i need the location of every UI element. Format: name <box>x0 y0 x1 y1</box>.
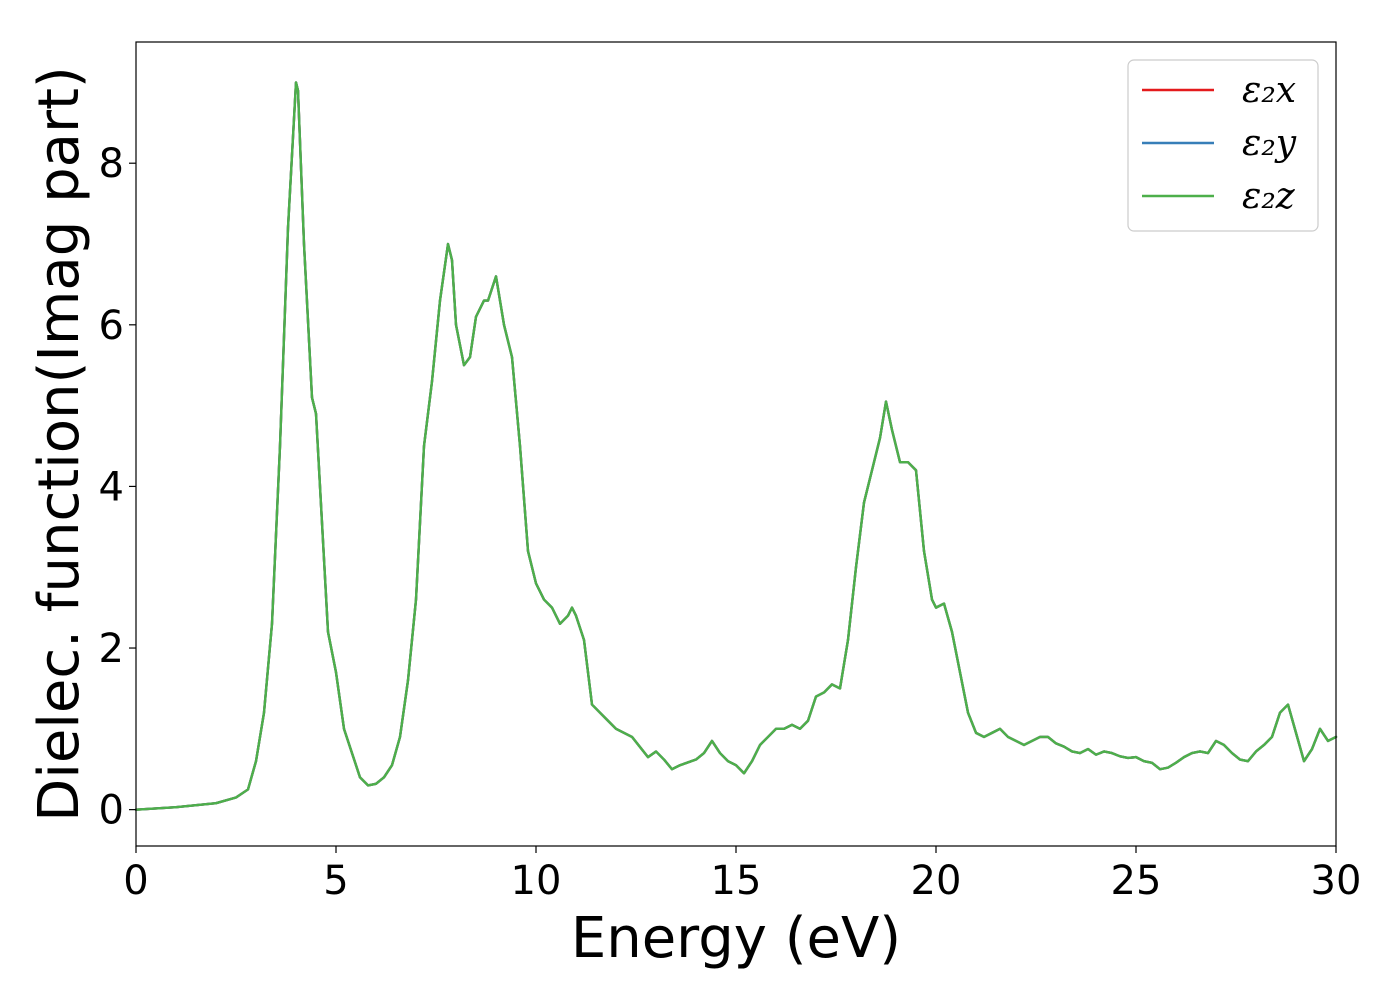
legend-label-1: ε₂x <box>1242 70 1296 111</box>
x-axis-label: Energy (eV) <box>571 906 901 971</box>
y-tick-label: 8 <box>99 141 124 187</box>
x-tick-label: 25 <box>1111 858 1162 904</box>
y-axis-label: Dielec. function(Imag part) <box>27 66 92 822</box>
x-axis-ticks: 0 5 10 15 20 25 30 <box>123 846 1361 904</box>
legend-box <box>1127 59 1319 232</box>
series-line-3 <box>134 81 1338 811</box>
y-tick-label: 0 <box>99 788 124 834</box>
y-axis-ticks: 0 2 4 6 8 <box>99 141 136 834</box>
x-tick-label: 10 <box>511 858 562 904</box>
x-tick-label: 5 <box>323 858 348 904</box>
x-tick-label: 15 <box>711 858 762 904</box>
legend-entries: ε₂x ε₂y ε₂z <box>1142 70 1297 217</box>
y-tick-label: 6 <box>99 303 124 349</box>
plot-lines <box>134 81 1338 811</box>
legend: ε₂x ε₂y ε₂z <box>1127 59 1319 232</box>
legend-label-3: ε₂z <box>1242 176 1296 217</box>
y-tick-label: 4 <box>99 464 124 510</box>
legend-label-2: ε₂y <box>1242 123 1297 164</box>
x-tick-label: 0 <box>123 858 148 904</box>
x-tick-label: 20 <box>911 858 962 904</box>
y-tick-label: 2 <box>99 626 124 672</box>
x-tick-label: 30 <box>1311 858 1362 904</box>
